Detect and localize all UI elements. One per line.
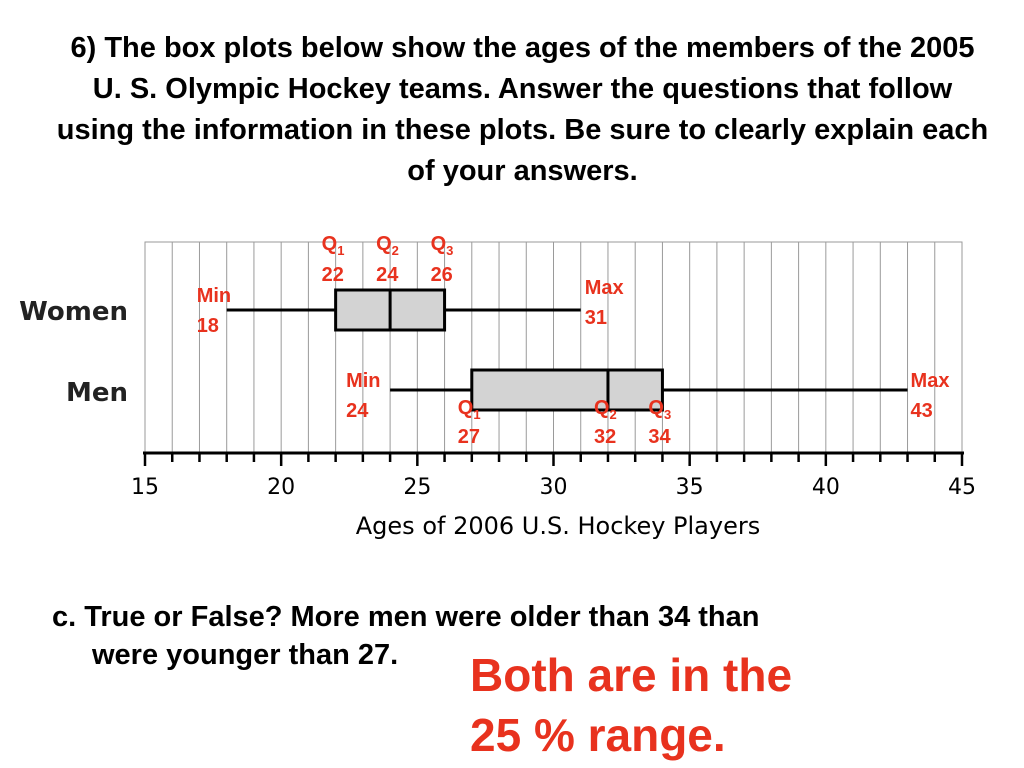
answer-text: Both are in the 25 % range.: [470, 645, 970, 765]
min-label: Min: [197, 285, 231, 307]
max-label: Max: [911, 370, 950, 392]
x-axis: 15 20 25 30 35 40 45: [131, 451, 976, 500]
x-axis-label: Ages of 2006 U.S. Hockey Players: [356, 512, 760, 540]
q1-value: 27: [458, 426, 480, 448]
question-text: 6) The box plots below show the ages of …: [56, 32, 989, 187]
q1-label: Q1: [458, 397, 481, 422]
series-label: Men: [66, 378, 128, 408]
x-tick-label: 15: [131, 475, 159, 500]
x-tick-label: 35: [676, 475, 704, 500]
q1-label: Q1: [322, 233, 345, 258]
min-value: 24: [346, 400, 369, 422]
part-c-line-2: were younger than 27.: [92, 639, 399, 671]
answer-line-1: Both are in the: [470, 649, 793, 701]
max-value: 43: [911, 400, 933, 422]
q3-value: 26: [431, 264, 453, 286]
box-plot-chart: 15 20 25 30 35 40 45 Women Men Min 18 Max 31 Q1 22 Q2…: [19, 233, 976, 540]
max-value: 31: [585, 307, 607, 329]
x-tick-label: 30: [540, 475, 568, 500]
q3-label: Q3: [431, 233, 454, 258]
annotations: Min 18 Max 31 Q1 22 Q2 24 Q3 26 Min 24 Max 43 Q1 27 Q2 32…: [197, 233, 950, 448]
min-value: 18: [197, 315, 219, 337]
x-tick-label: 25: [403, 475, 431, 500]
x-tick-label: 20: [267, 475, 295, 500]
q2-label: Q2: [594, 397, 617, 422]
part-c-line-1: c. True or False? More men were older th…: [52, 601, 760, 633]
q2-label: Q2: [376, 233, 399, 258]
series-label: Women: [19, 297, 128, 327]
x-tick-label: 45: [948, 475, 976, 500]
iqr-box: [470, 368, 664, 412]
q2-value: 32: [594, 426, 616, 448]
chart-grid: [144, 241, 963, 454]
max-label: Max: [585, 277, 624, 299]
q1-value: 22: [322, 264, 344, 286]
part-c-question: c. True or False? More men were older th…: [52, 598, 952, 674]
q3-value: 34: [648, 426, 671, 448]
x-tick-label: 40: [812, 475, 840, 500]
q3-label: Q3: [648, 397, 671, 422]
box-plots: Women Men: [19, 288, 908, 412]
answer-line-2: 25 % range.: [470, 709, 726, 761]
q2-value: 24: [376, 264, 399, 286]
min-label: Min: [346, 370, 380, 392]
